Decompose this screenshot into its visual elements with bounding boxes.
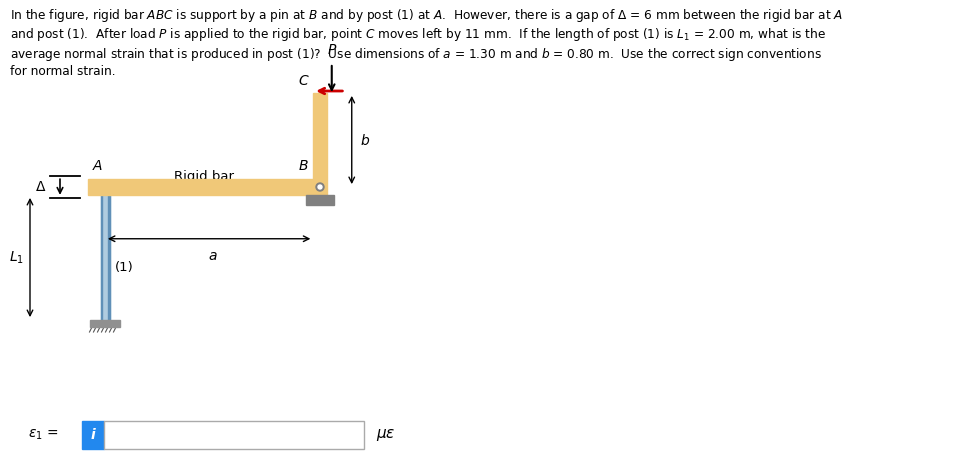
Text: $C$: $C$	[297, 74, 309, 88]
Bar	[82, 421, 104, 449]
Bar	[100, 195, 109, 320]
Text: $B$: $B$	[297, 159, 308, 173]
Bar	[314, 93, 327, 195]
Text: Rigid bar: Rigid bar	[174, 170, 234, 183]
Bar	[90, 320, 120, 327]
Text: i: i	[91, 428, 96, 442]
Bar	[88, 179, 320, 195]
Circle shape	[316, 183, 324, 191]
Text: $\mu\varepsilon$: $\mu\varepsilon$	[376, 427, 396, 443]
Text: $A$: $A$	[92, 159, 103, 173]
Bar	[108, 195, 109, 320]
Text: (1): (1)	[115, 261, 133, 274]
Text: In the figure, rigid bar $ABC$ is support by a pin at $B$ and by post (1) at $A$: In the figure, rigid bar $ABC$ is suppor…	[10, 7, 843, 78]
Bar	[104, 421, 364, 449]
Bar	[100, 195, 102, 320]
Bar	[306, 195, 334, 205]
Text: $a$: $a$	[207, 249, 217, 263]
Text: $P$: $P$	[326, 43, 337, 57]
Circle shape	[318, 185, 322, 189]
Text: $L_1$: $L_1$	[9, 249, 24, 266]
Text: $b$: $b$	[360, 133, 370, 147]
Text: $\Delta$: $\Delta$	[35, 180, 46, 194]
Text: $\varepsilon_1$ =: $\varepsilon_1$ =	[28, 428, 59, 442]
